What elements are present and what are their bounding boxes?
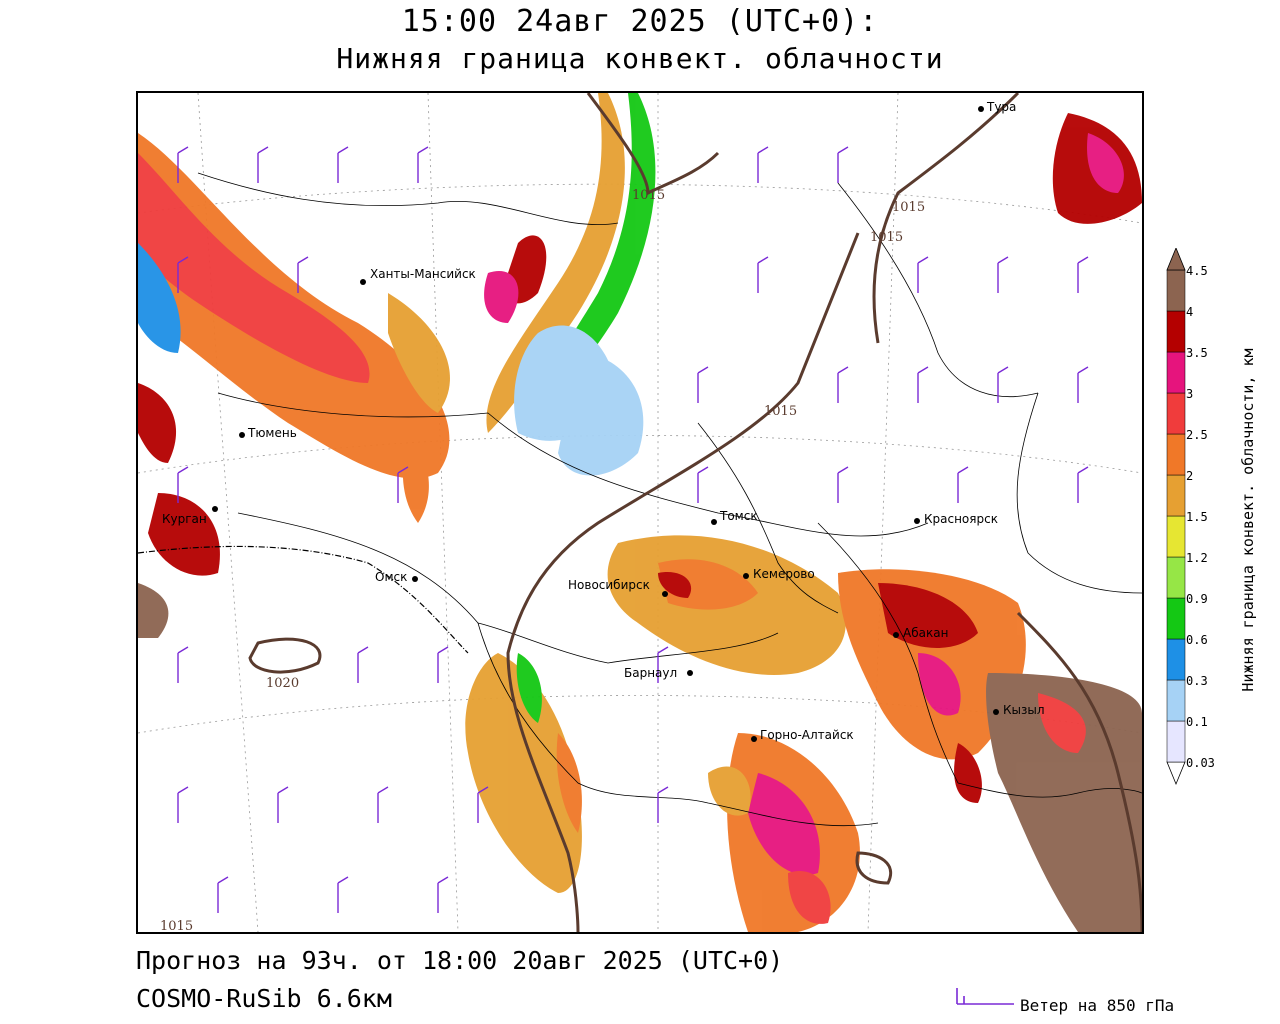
colorbar-swatch [1166, 392, 1186, 435]
city-label: Кызыл [1003, 703, 1045, 717]
colorbar-swatches [1166, 248, 1186, 786]
city-marker [978, 106, 984, 112]
map-title: 15:00 24авг 2025 (UTC+0): [401, 4, 879, 39]
colorbar-swatch [1166, 310, 1186, 353]
isobars [248, 93, 1142, 932]
wind-barbs [177, 146, 1089, 913]
wind-barb-icon [956, 988, 1014, 1005]
colorbar-swatch [1166, 474, 1186, 517]
city-label: Горно-Алтайск [760, 728, 854, 742]
city-marker [239, 432, 245, 438]
colorbar-swatch [1166, 720, 1186, 763]
colorbar-swatch [1166, 679, 1186, 722]
isobar-labels: 1015 1015 1015 1015 1020 1015 [160, 188, 925, 932]
map-canvas: 1015 1015 1015 1015 1020 1015 Тура Ханты… [138, 93, 1142, 932]
colorbar-swatch [1166, 761, 1186, 786]
colorbar-swatch [1166, 638, 1186, 681]
colorbar-swatch [1166, 269, 1186, 312]
isobar-label: 1020 [266, 676, 299, 691]
isobar-label: 1015 [870, 230, 903, 245]
colorbar-tick-label: 3.5 [1186, 346, 1208, 360]
colorbar-swatch [1166, 248, 1186, 271]
colorbar-tick-label: 4 [1186, 305, 1194, 319]
cities: Тура Ханты-Мансийск Тюмень Курган Омск Т… [162, 100, 1045, 742]
colorbar-title: Нижняя граница конвект. облачности, км [1239, 348, 1257, 692]
wind-legend: Ветер на 850 гПа [954, 986, 1214, 1020]
colorbar-tick-label: 1.5 [1186, 510, 1208, 524]
city-label: Омск [375, 570, 407, 584]
model-name: COSMO-RuSib 6.6км [136, 984, 392, 1013]
colorbar-tick-label: 0.1 [1186, 715, 1208, 729]
city-label: Ханты-Мансийск [370, 267, 476, 281]
colorbar-tick-label: 0.6 [1186, 633, 1208, 647]
isobar-label: 1015 [892, 200, 925, 215]
city-label: Курган [162, 512, 207, 526]
colorbar-tick-label: 4.5 [1186, 264, 1208, 278]
city-label: Тура [986, 100, 1016, 114]
colorbar-swatch [1166, 556, 1186, 599]
country-border [138, 545, 469, 654]
forecast-info: Прогноз на 93ч. от 18:00 20авг 2025 (UTC… [136, 946, 784, 975]
colorbar-tick-label: 1.2 [1186, 551, 1208, 565]
colorbar-tick-label: 3 [1186, 387, 1194, 401]
map-subtitle: Нижняя граница конвект. облачности [336, 42, 944, 75]
city-marker [914, 518, 920, 524]
isobar-label: 1015 [632, 188, 665, 203]
city-label: Барнаул [624, 666, 677, 680]
city-label: Кемерово [753, 567, 815, 581]
colorbar-tick-label: 2 [1186, 469, 1194, 483]
colorbar-swatch [1166, 351, 1186, 394]
city-label: Томск [719, 509, 758, 523]
colorbar-swatch [1166, 515, 1186, 558]
city-marker [993, 709, 999, 715]
isobar-label: 1015 [764, 404, 797, 419]
city-label: Абакан [903, 626, 948, 640]
wind-legend-label: Ветер на 850 гПа [1020, 996, 1175, 1015]
colorbar-tick-label: 0.03 [1186, 756, 1215, 770]
city-marker [711, 519, 717, 525]
colorbar: 0.03 0.1 0.3 0.6 0.9 1.2 1.5 2 2.5 3 3.5 4 4.5 [1166, 248, 1276, 788]
forecast-map: 1015 1015 1015 1015 1020 1015 Тура Ханты… [136, 91, 1144, 934]
city-marker [212, 506, 218, 512]
city-marker [893, 632, 899, 638]
admin-boundaries [197, 172, 1142, 827]
colorbar-tick-label: 0.9 [1186, 592, 1208, 606]
colorbar-tick-label: 0.3 [1186, 674, 1208, 688]
city-label: Красноярск [924, 512, 998, 526]
cloud-fields [138, 93, 1142, 932]
isobar-label: 1015 [160, 919, 193, 932]
colorbar-swatch [1166, 597, 1186, 640]
city-label: Тюмень [247, 426, 297, 440]
city-marker [743, 573, 749, 579]
colorbar-swatch [1166, 433, 1186, 476]
city-marker [751, 736, 757, 742]
city-label: Новосибирск [568, 578, 650, 592]
city-marker [687, 670, 693, 676]
colorbar-tick-label: 2.5 [1186, 428, 1208, 442]
city-marker [360, 279, 366, 285]
city-marker [412, 576, 418, 582]
city-marker [662, 591, 668, 597]
